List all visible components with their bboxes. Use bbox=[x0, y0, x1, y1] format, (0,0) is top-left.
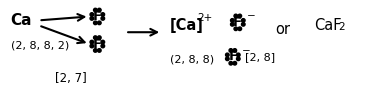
Circle shape bbox=[225, 57, 229, 61]
Text: [2, 7]: [2, 7] bbox=[55, 72, 86, 85]
Circle shape bbox=[90, 17, 94, 20]
Circle shape bbox=[90, 40, 94, 44]
Circle shape bbox=[97, 8, 101, 12]
Text: [Ca]: [Ca] bbox=[170, 18, 204, 33]
Text: or: or bbox=[276, 22, 291, 37]
Text: [2, 8]: [2, 8] bbox=[245, 52, 275, 62]
Circle shape bbox=[234, 14, 238, 18]
Circle shape bbox=[225, 53, 229, 57]
Circle shape bbox=[97, 49, 101, 52]
Circle shape bbox=[101, 40, 104, 44]
Circle shape bbox=[101, 13, 104, 16]
Circle shape bbox=[101, 44, 104, 48]
Text: −: − bbox=[247, 11, 256, 21]
Circle shape bbox=[94, 36, 97, 39]
Text: F: F bbox=[93, 38, 102, 50]
Circle shape bbox=[231, 19, 234, 22]
Circle shape bbox=[97, 36, 101, 39]
Text: (2, 8, 8, 2): (2, 8, 8, 2) bbox=[11, 40, 69, 50]
Circle shape bbox=[241, 23, 245, 26]
Text: CaF: CaF bbox=[314, 18, 342, 33]
Circle shape bbox=[94, 8, 97, 12]
Circle shape bbox=[241, 19, 245, 22]
Circle shape bbox=[233, 61, 237, 65]
Circle shape bbox=[231, 23, 234, 26]
Text: Ca: Ca bbox=[11, 13, 32, 28]
Circle shape bbox=[238, 14, 242, 18]
Circle shape bbox=[90, 44, 94, 48]
Circle shape bbox=[97, 21, 101, 25]
Circle shape bbox=[94, 49, 97, 52]
Circle shape bbox=[234, 27, 238, 31]
Circle shape bbox=[237, 57, 240, 61]
Circle shape bbox=[238, 27, 242, 31]
Circle shape bbox=[101, 17, 104, 20]
Circle shape bbox=[237, 53, 240, 57]
Circle shape bbox=[233, 49, 237, 52]
Text: F: F bbox=[93, 10, 102, 23]
Circle shape bbox=[229, 49, 232, 52]
Text: −: − bbox=[242, 46, 251, 56]
Text: 2: 2 bbox=[338, 22, 345, 32]
Text: F: F bbox=[228, 50, 237, 63]
Circle shape bbox=[90, 13, 94, 16]
Text: 2+: 2+ bbox=[197, 13, 212, 23]
Circle shape bbox=[229, 61, 232, 65]
Text: F: F bbox=[233, 16, 242, 29]
Text: (2, 8, 8): (2, 8, 8) bbox=[170, 55, 214, 65]
Circle shape bbox=[94, 21, 97, 25]
